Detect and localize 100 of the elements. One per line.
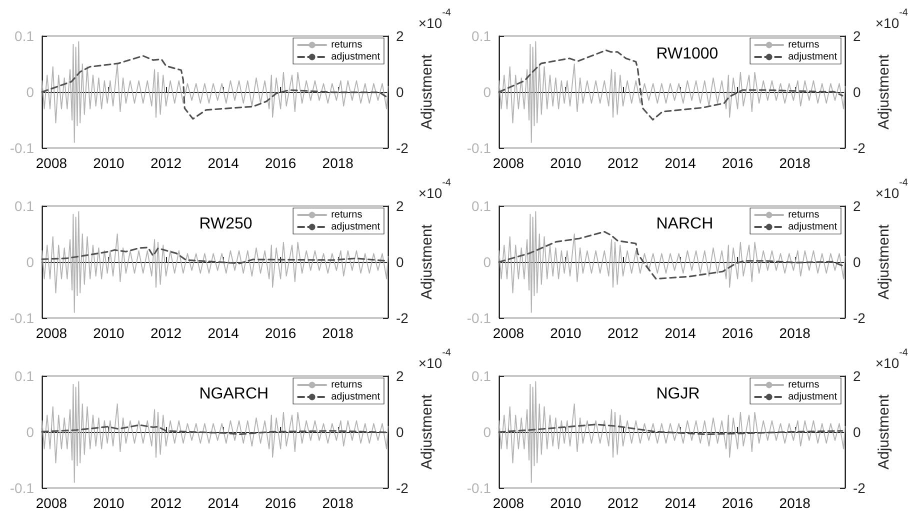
line-series [498,211,846,313]
text: RW250 [199,216,252,232]
x-tick-label: 2010 [550,325,582,341]
line-series [41,246,388,264]
x-tick-label: 2012 [150,155,182,171]
line-series [498,381,846,483]
y2-tick-label: 2 [853,368,861,384]
x-tick-label: 2010 [93,325,125,341]
y2-tick-label: 2 [853,28,861,44]
legend-label: returns [331,40,362,50]
y-tick-label: -0.1 [466,310,492,326]
legend-label: returns [788,380,820,390]
line-series [41,424,388,436]
y2-tick-label: 2 [396,28,404,44]
y-tick-label: 0.1 [472,368,492,384]
x-tick-label: 2008 [492,495,524,511]
legend-label: adjustment [331,222,380,232]
x-tick-label: 2014 [664,325,696,341]
y-tick-label: -0.1 [10,310,34,326]
y2-tick-label: -2 [396,310,409,326]
y-tick-label: 0 [26,84,34,100]
y-tick-label: 0 [26,424,34,440]
x-tick-label: 2016 [722,495,754,511]
y2-axis-title: Adjustment [418,394,436,470]
x-tick-label: 2008 [492,325,524,341]
y-tick-label: -0.1 [10,140,34,156]
y2-tick-label: -2 [853,140,866,156]
x-tick-label: 2016 [265,495,296,511]
legend-label: returns [788,40,820,50]
legend-label: returns [331,210,362,220]
y2-tick-label: 0 [396,254,404,270]
x-tick-label: 2008 [492,155,524,171]
y-tick-label: -0.1 [466,480,492,496]
x-tick-label: 2018 [322,325,354,341]
x-tick-label: 2018 [779,325,811,341]
x-tick-label: 2014 [208,495,240,511]
y2-tick-label: 2 [396,368,404,384]
x-tick-label: 2018 [322,495,354,511]
legend-label: returns [788,210,820,220]
y-tick-label: 0 [483,424,492,440]
line-series [42,211,388,313]
y2-tick-label: -2 [396,480,409,496]
x-tick-label: 2012 [150,495,182,511]
y-tick-label: 0 [483,254,492,270]
line-series [42,41,388,143]
y2-tick-label: -2 [853,310,866,326]
x-tick-label: 2018 [779,495,811,511]
y2-tick-label: 2 [396,198,404,214]
x-tick-label: 2014 [208,155,240,171]
x-tick-label: 2010 [550,155,582,171]
x-tick-label: 2008 [36,495,68,511]
x-tick-label: 2012 [607,495,639,511]
x-tick-label: 2016 [722,155,754,171]
x-tick-label: 2018 [322,155,354,171]
x-tick-label: 2014 [664,495,696,511]
y-tick-label: 0.1 [14,198,34,214]
text: RW1000 [656,46,718,62]
legend-label: adjustment [788,52,838,62]
legend-label: adjustment [788,392,838,402]
y-tick-label: 0 [483,84,492,100]
y2-axis-title: Adjustment [875,54,892,130]
x-tick-label: 2012 [607,325,639,341]
x-tick-label: 2010 [93,155,125,171]
y2-axis-title: Adjustment [875,394,892,470]
y2-tick-label: 0 [396,424,404,440]
legend-label: adjustment [331,52,380,62]
y-tick-label: 0.1 [14,368,34,384]
x-tick-label: 2010 [93,495,125,511]
line-series [42,381,388,483]
legend-label: adjustment [331,392,380,402]
y-tick-label: 0.1 [472,198,492,214]
y-tick-label: 0 [26,254,34,270]
y-tick-label: 0.1 [472,28,492,44]
text: NGARCH [199,386,269,402]
y2-tick-label: 0 [396,84,404,100]
line-series [498,230,844,280]
y-tick-label: -0.1 [10,480,34,496]
y2-tick-label: 0 [853,84,861,100]
y2-axis-title: Adjustment [875,224,892,300]
y2-tick-label: -2 [853,480,866,496]
x-tick-label: 2010 [550,495,582,511]
legend-label: adjustment [788,222,838,232]
y-tick-label: 0.1 [14,28,34,44]
x-tick-label: 2014 [664,155,696,171]
y2-tick-label: -2 [396,140,409,156]
y2-tick-label: 2 [853,198,861,214]
y2-tick-label: 0 [853,424,861,440]
text: NGJR [656,386,700,402]
x-tick-label: 2014 [208,325,240,341]
y2-tick-label: 0 [853,254,861,270]
x-tick-label: 2016 [722,325,754,341]
x-tick-label: 2012 [607,155,639,171]
x-tick-label: 2012 [150,325,182,341]
line-series [498,424,844,436]
x-tick-label: 2016 [265,325,296,341]
text: NARCH [656,216,714,232]
legend-label: returns [331,380,362,390]
x-tick-label: 2018 [779,155,811,171]
x-tick-label: 2008 [36,325,68,341]
line-series [498,49,844,121]
